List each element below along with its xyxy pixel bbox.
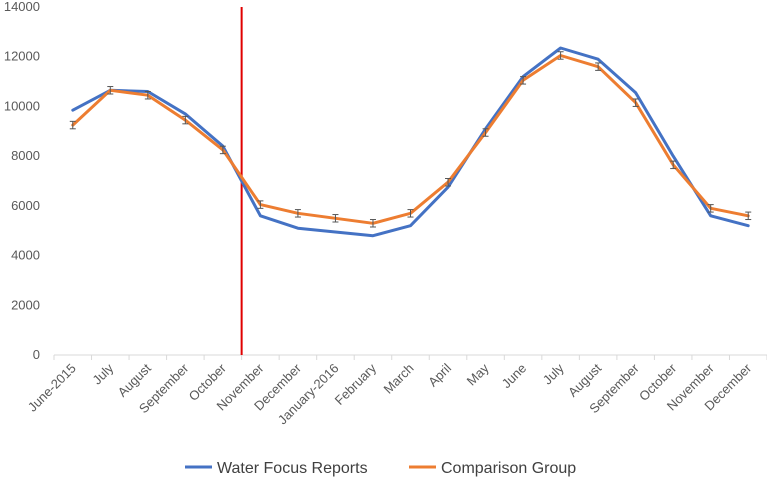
y-tick-label-7: 14000 (4, 0, 40, 14)
y-tick-label-2: 4000 (11, 248, 40, 263)
x-tick-label-8: February (332, 360, 380, 408)
series-lines (71, 46, 750, 238)
error-bar-8 (369, 219, 376, 228)
error-bar-13 (557, 51, 564, 60)
y-tick-label-0: 0 (33, 347, 40, 362)
series-line-1 (71, 54, 750, 225)
error-bar-15 (632, 98, 639, 107)
error-bar-18 (745, 211, 752, 221)
error-bars (69, 51, 752, 228)
y-tick-label-6: 12000 (4, 49, 40, 64)
x-tick-label-12: June (499, 361, 530, 392)
legend-item-comparison[interactable]: Comparison Group (409, 460, 576, 477)
x-tick-label-10: April (425, 360, 454, 389)
legend-label-comparison: Comparison Group (441, 460, 576, 477)
x-tick-label-1: July (89, 360, 116, 387)
legend: Water Focus Reports Comparison Group (185, 460, 576, 477)
error-bar-17 (707, 204, 714, 213)
x-tick-label-13: July (540, 360, 567, 387)
error-bar-11 (482, 128, 489, 137)
error-bar-6 (294, 209, 301, 218)
error-bar-0 (69, 120, 76, 130)
y-axis: 0 2000 4000 6000 8000 10000 12000 14000 (4, 0, 40, 362)
error-bar-12 (520, 76, 527, 85)
y-tick-label-3: 6000 (11, 198, 40, 213)
error-bar-14 (595, 62, 602, 71)
legend-item-water-focus[interactable]: Water Focus Reports (185, 460, 368, 477)
x-tick-label-0: June-2015 (25, 361, 79, 415)
error-bar-3 (182, 115, 189, 125)
error-bar-2 (144, 91, 151, 100)
error-bar-5 (257, 200, 264, 209)
y-tick-label-1: 2000 (11, 297, 40, 312)
y-tick-label-5: 10000 (4, 98, 40, 113)
y-tick-label-4: 8000 (11, 148, 40, 163)
error-bar-1 (107, 86, 114, 95)
x-tick-label-11: May (464, 360, 492, 388)
series-line-0 (71, 46, 750, 238)
error-bar-7 (332, 214, 339, 223)
error-bar-4 (219, 145, 226, 155)
x-tick-label-9: March (380, 361, 416, 397)
legend-label-water-focus: Water Focus Reports (217, 460, 368, 477)
error-bar-9 (407, 209, 414, 218)
x-axis: June-2015 JulyAugustSeptemberOctoberNovem… (25, 354, 767, 427)
error-bar-16 (670, 160, 677, 170)
error-bar-10 (445, 178, 452, 187)
